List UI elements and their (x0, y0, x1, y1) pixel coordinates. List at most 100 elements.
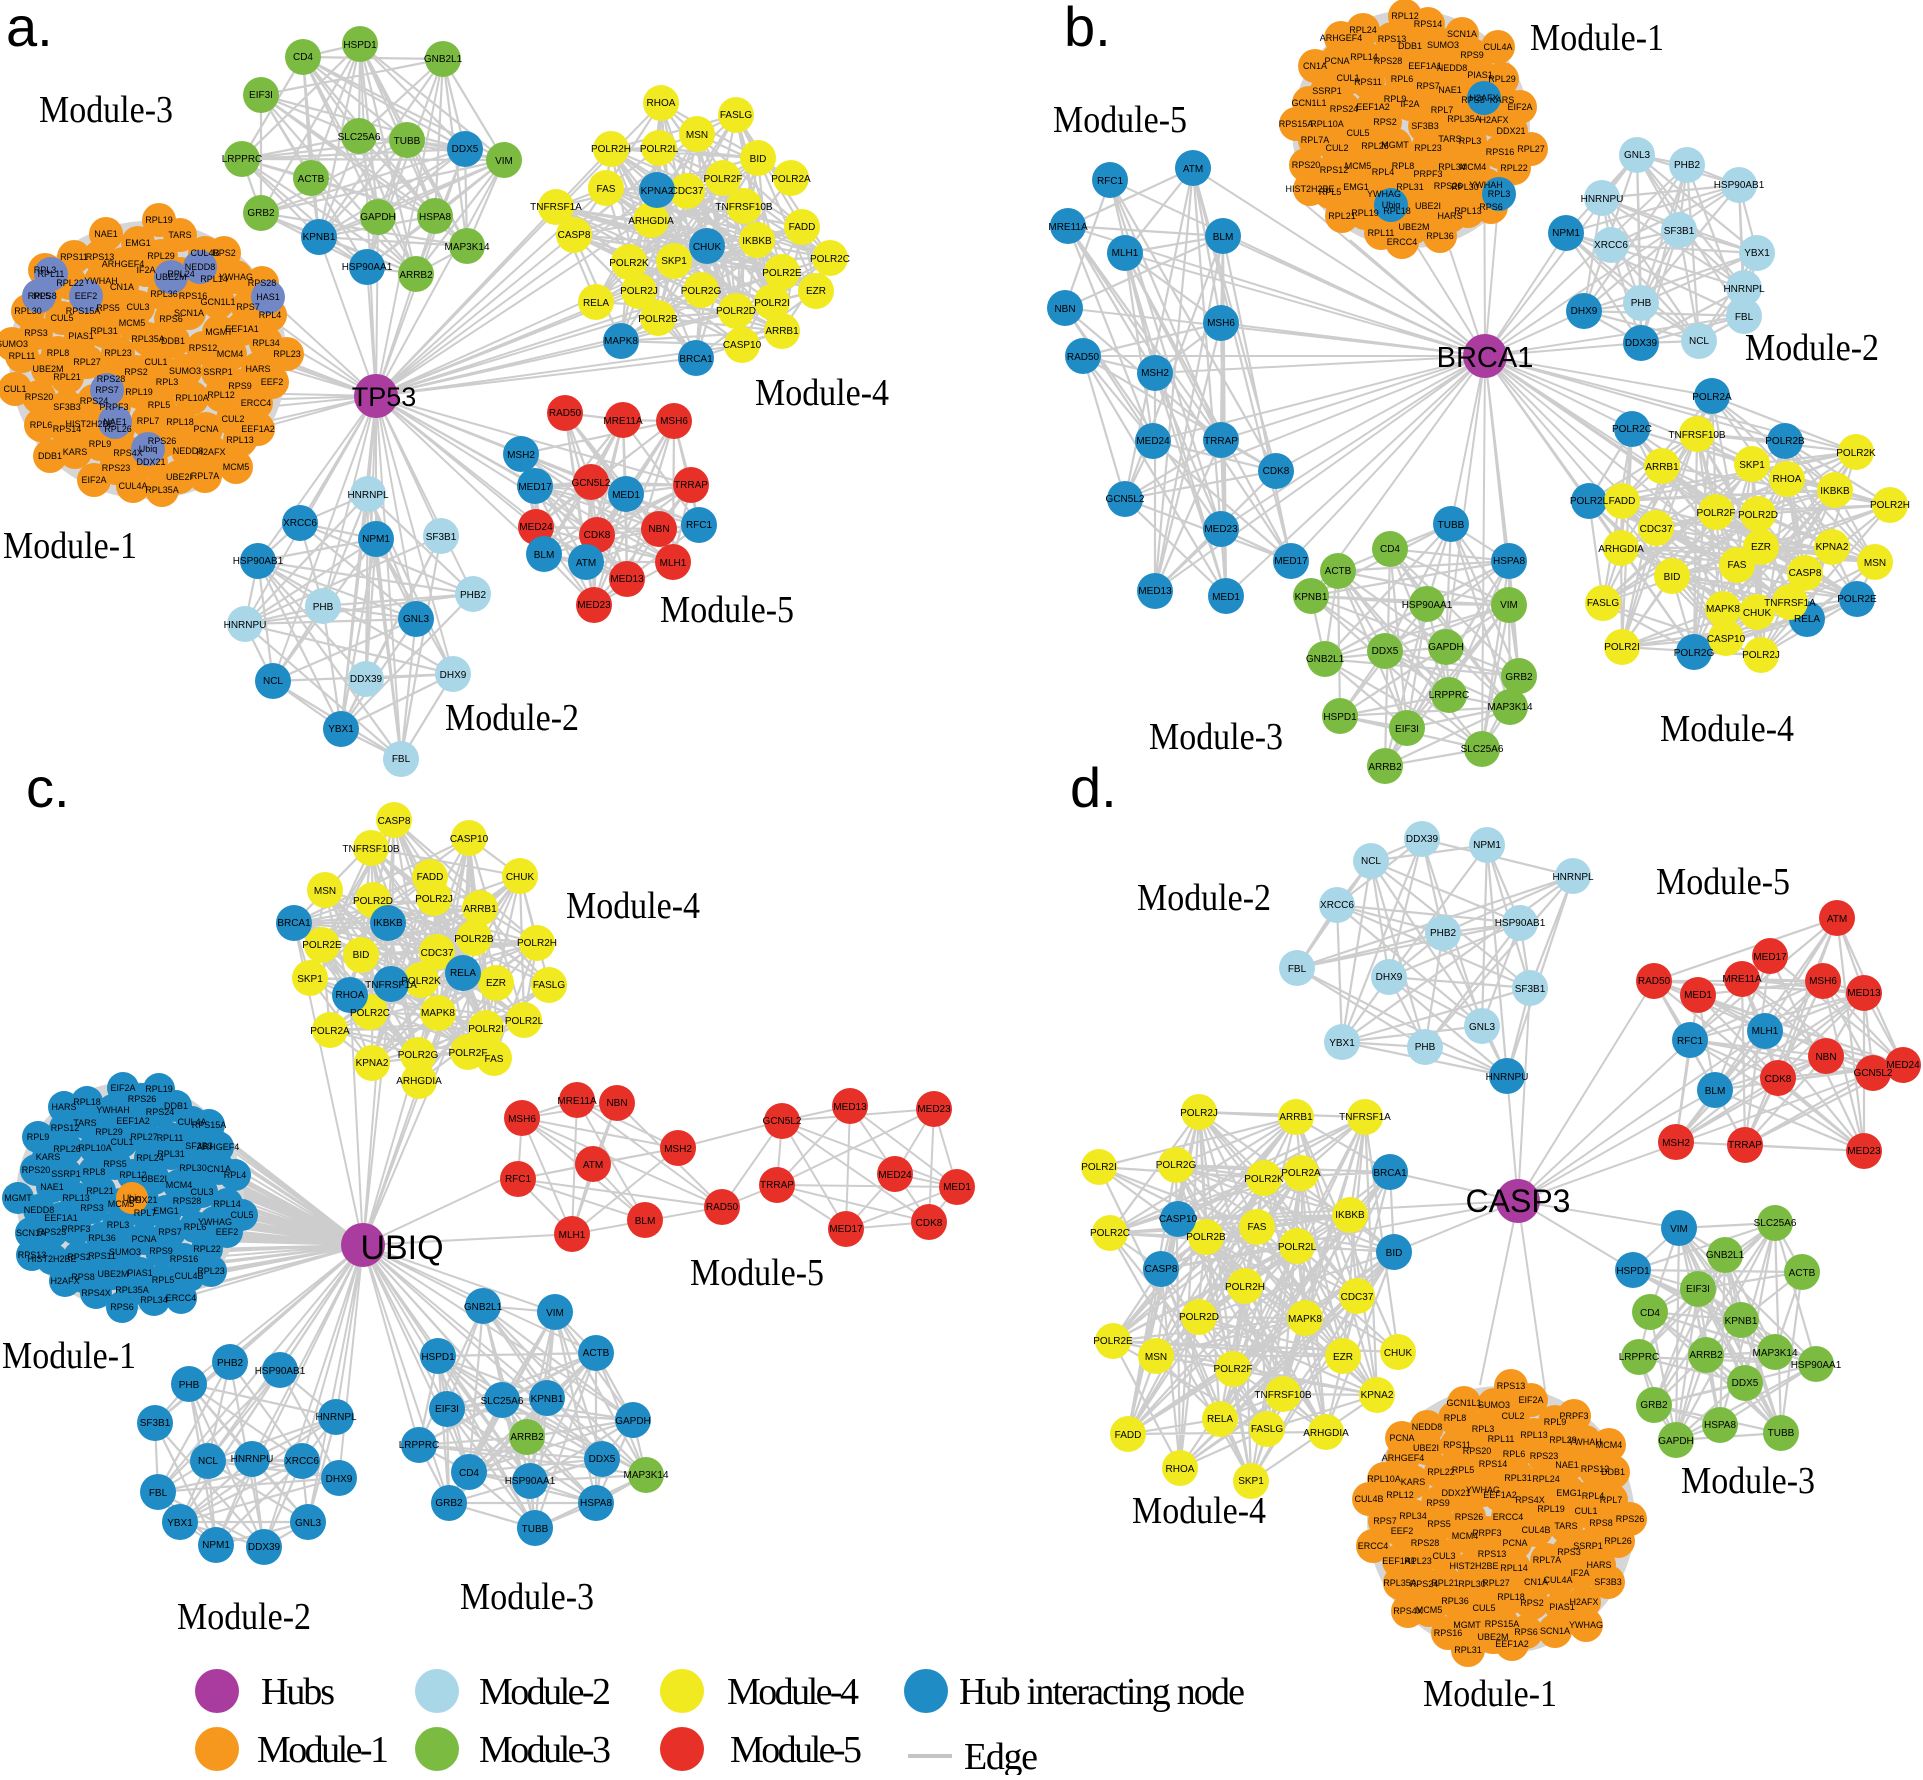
svg-text:RPS12: RPS12 (51, 1123, 80, 1133)
svg-text:GCN5L2: GCN5L2 (572, 478, 611, 489)
svg-text:RPL24: RPL24 (1532, 1474, 1560, 1484)
svg-text:EMG1: EMG1 (153, 1206, 179, 1216)
svg-text:POLR2K: POLR2K (1244, 1174, 1284, 1185)
svg-text:ERCC4: ERCC4 (241, 398, 272, 408)
svg-text:HIST2H2BE: HIST2H2BE (1285, 184, 1334, 194)
svg-text:HSP90AA1: HSP90AA1 (1402, 600, 1453, 611)
svg-text:UBIQ: UBIQ (360, 1229, 443, 1267)
svg-text:VIM: VIM (1500, 600, 1518, 611)
svg-text:RPS8: RPS8 (71, 1272, 95, 1282)
svg-text:RPL31: RPL31 (157, 1149, 185, 1159)
svg-text:HSP90AA1: HSP90AA1 (342, 262, 393, 273)
svg-text:ARHGDIA: ARHGDIA (1598, 544, 1644, 555)
svg-text:RPS26: RPS26 (1434, 181, 1463, 191)
svg-text:RPL11: RPL11 (157, 1133, 184, 1143)
svg-text:GNB2L1: GNB2L1 (464, 1302, 503, 1313)
svg-text:HSPD1: HSPD1 (421, 1352, 455, 1363)
svg-text:MCM4: MCM4 (217, 349, 244, 359)
svg-text:VIM: VIM (1670, 1224, 1688, 1235)
svg-text:POLR2J: POLR2J (415, 894, 453, 905)
svg-text:ARRB2: ARRB2 (510, 1432, 544, 1443)
svg-text:NAE1: NAE1 (94, 229, 118, 239)
svg-text:CUL4B: CUL4B (190, 248, 219, 258)
svg-text:RFC1: RFC1 (1097, 176, 1124, 187)
svg-text:NCL: NCL (263, 676, 283, 687)
svg-text:RPS24: RPS24 (146, 1107, 175, 1117)
svg-text:BID: BID (1386, 1248, 1403, 1259)
svg-text:SF3B3: SF3B3 (53, 402, 81, 412)
svg-text:YWHAH: YWHAH (84, 276, 118, 286)
svg-text:RPL3: RPL3 (34, 265, 57, 275)
svg-text:POLR2H: POLR2H (591, 144, 631, 155)
svg-text:TUBB: TUBB (394, 136, 421, 147)
svg-text:Module-1: Module-1 (1423, 1673, 1557, 1715)
svg-text:RPL14: RPL14 (200, 274, 228, 284)
svg-text:GNB2L1: GNB2L1 (1706, 1250, 1745, 1261)
svg-text:TNFRSF1A: TNFRSF1A (1764, 598, 1816, 609)
svg-text:RPL22: RPL22 (193, 1244, 221, 1254)
svg-text:b.: b. (1064, 0, 1111, 58)
svg-text:UBE2I: UBE2I (141, 1174, 167, 1184)
svg-text:RPL5: RPL5 (1319, 187, 1342, 197)
svg-text:TRRAP: TRRAP (760, 1180, 794, 1191)
svg-text:DDB1: DDB1 (38, 451, 62, 461)
svg-text:RPL7A: RPL7A (1301, 135, 1330, 145)
svg-text:DDB1: DDB1 (1601, 1467, 1625, 1477)
svg-text:HSPA8: HSPA8 (1493, 556, 1525, 567)
svg-text:EEF2: EEF2 (1391, 1526, 1414, 1536)
svg-text:TNFRSF10B: TNFRSF10B (1254, 1390, 1312, 1401)
svg-text:CHUK: CHUK (1384, 1348, 1413, 1359)
svg-text:NAE1: NAE1 (1555, 1460, 1579, 1470)
svg-text:EEF2: EEF2 (261, 377, 284, 387)
svg-text:MED13: MED13 (610, 574, 644, 585)
svg-text:UBE2I: UBE2I (166, 472, 192, 482)
svg-text:MED17: MED17 (518, 482, 552, 493)
svg-text:YWHAG: YWHAG (219, 272, 253, 282)
svg-text:CDC37: CDC37 (1341, 1292, 1374, 1303)
svg-text:CUL4B: CUL4B (1521, 1525, 1550, 1535)
svg-text:TNFRSF1A: TNFRSF1A (1339, 1112, 1391, 1123)
svg-text:YWHAG: YWHAG (198, 1217, 232, 1227)
svg-text:RPL35A: RPL35A (131, 334, 165, 344)
svg-text:SCN1A: SCN1A (1540, 1626, 1570, 1636)
svg-text:RPL26: RPL26 (1361, 141, 1389, 151)
svg-text:CUL1: CUL1 (3, 384, 26, 394)
svg-text:MAP3K14: MAP3K14 (623, 1470, 668, 1481)
svg-text:POLR2C: POLR2C (1090, 1228, 1130, 1239)
svg-text:UBE2M: UBE2M (1477, 1632, 1508, 1642)
svg-text:PCNA: PCNA (193, 424, 218, 434)
svg-text:NAE1: NAE1 (1438, 85, 1462, 95)
svg-text:SSRP1: SSRP1 (203, 367, 233, 377)
svg-text:CUL1: CUL1 (1574, 1506, 1597, 1516)
svg-text:DHX9: DHX9 (440, 670, 467, 681)
svg-text:RPL29: RPL29 (147, 251, 175, 261)
svg-text:Module-3: Module-3 (479, 1729, 611, 1771)
svg-text:MCM4: MCM4 (1460, 162, 1487, 172)
svg-text:SKP1: SKP1 (1238, 1476, 1264, 1487)
svg-text:CHUK: CHUK (693, 242, 722, 253)
svg-text:PIAS1: PIAS1 (1467, 70, 1493, 80)
svg-text:MCM5: MCM5 (223, 462, 250, 472)
svg-text:NAE1: NAE1 (40, 1182, 64, 1192)
svg-text:RPS7: RPS7 (158, 1227, 182, 1237)
svg-text:SKP1: SKP1 (1739, 460, 1765, 471)
svg-text:RPL13: RPL13 (226, 435, 254, 445)
svg-text:CDC37: CDC37 (671, 186, 704, 197)
svg-text:MRE11A: MRE11A (557, 1096, 597, 1107)
svg-text:CUL1: CUL1 (144, 357, 167, 367)
svg-text:RPL18: RPL18 (1383, 206, 1411, 216)
svg-text:MLH1: MLH1 (1752, 1026, 1779, 1037)
svg-text:CASP8: CASP8 (1145, 1264, 1178, 1275)
svg-text:MAPK8: MAPK8 (421, 1008, 455, 1019)
svg-text:KARS: KARS (63, 447, 88, 457)
svg-text:RPL26: RPL26 (104, 424, 132, 434)
svg-text:POLR2I: POLR2I (754, 298, 790, 309)
svg-text:GNL3: GNL3 (403, 614, 430, 625)
svg-text:RPS28: RPS28 (248, 278, 277, 288)
svg-text:KARS: KARS (36, 1152, 61, 1162)
svg-text:NEDD8: NEDD8 (1412, 1422, 1443, 1432)
svg-text:HIST2H2BE: HIST2H2BE (1449, 1561, 1498, 1571)
svg-text:POLR2A: POLR2A (1281, 1168, 1321, 1179)
svg-text:GAPDH: GAPDH (360, 212, 396, 223)
svg-text:TNFRSF1A: TNFRSF1A (530, 202, 582, 213)
